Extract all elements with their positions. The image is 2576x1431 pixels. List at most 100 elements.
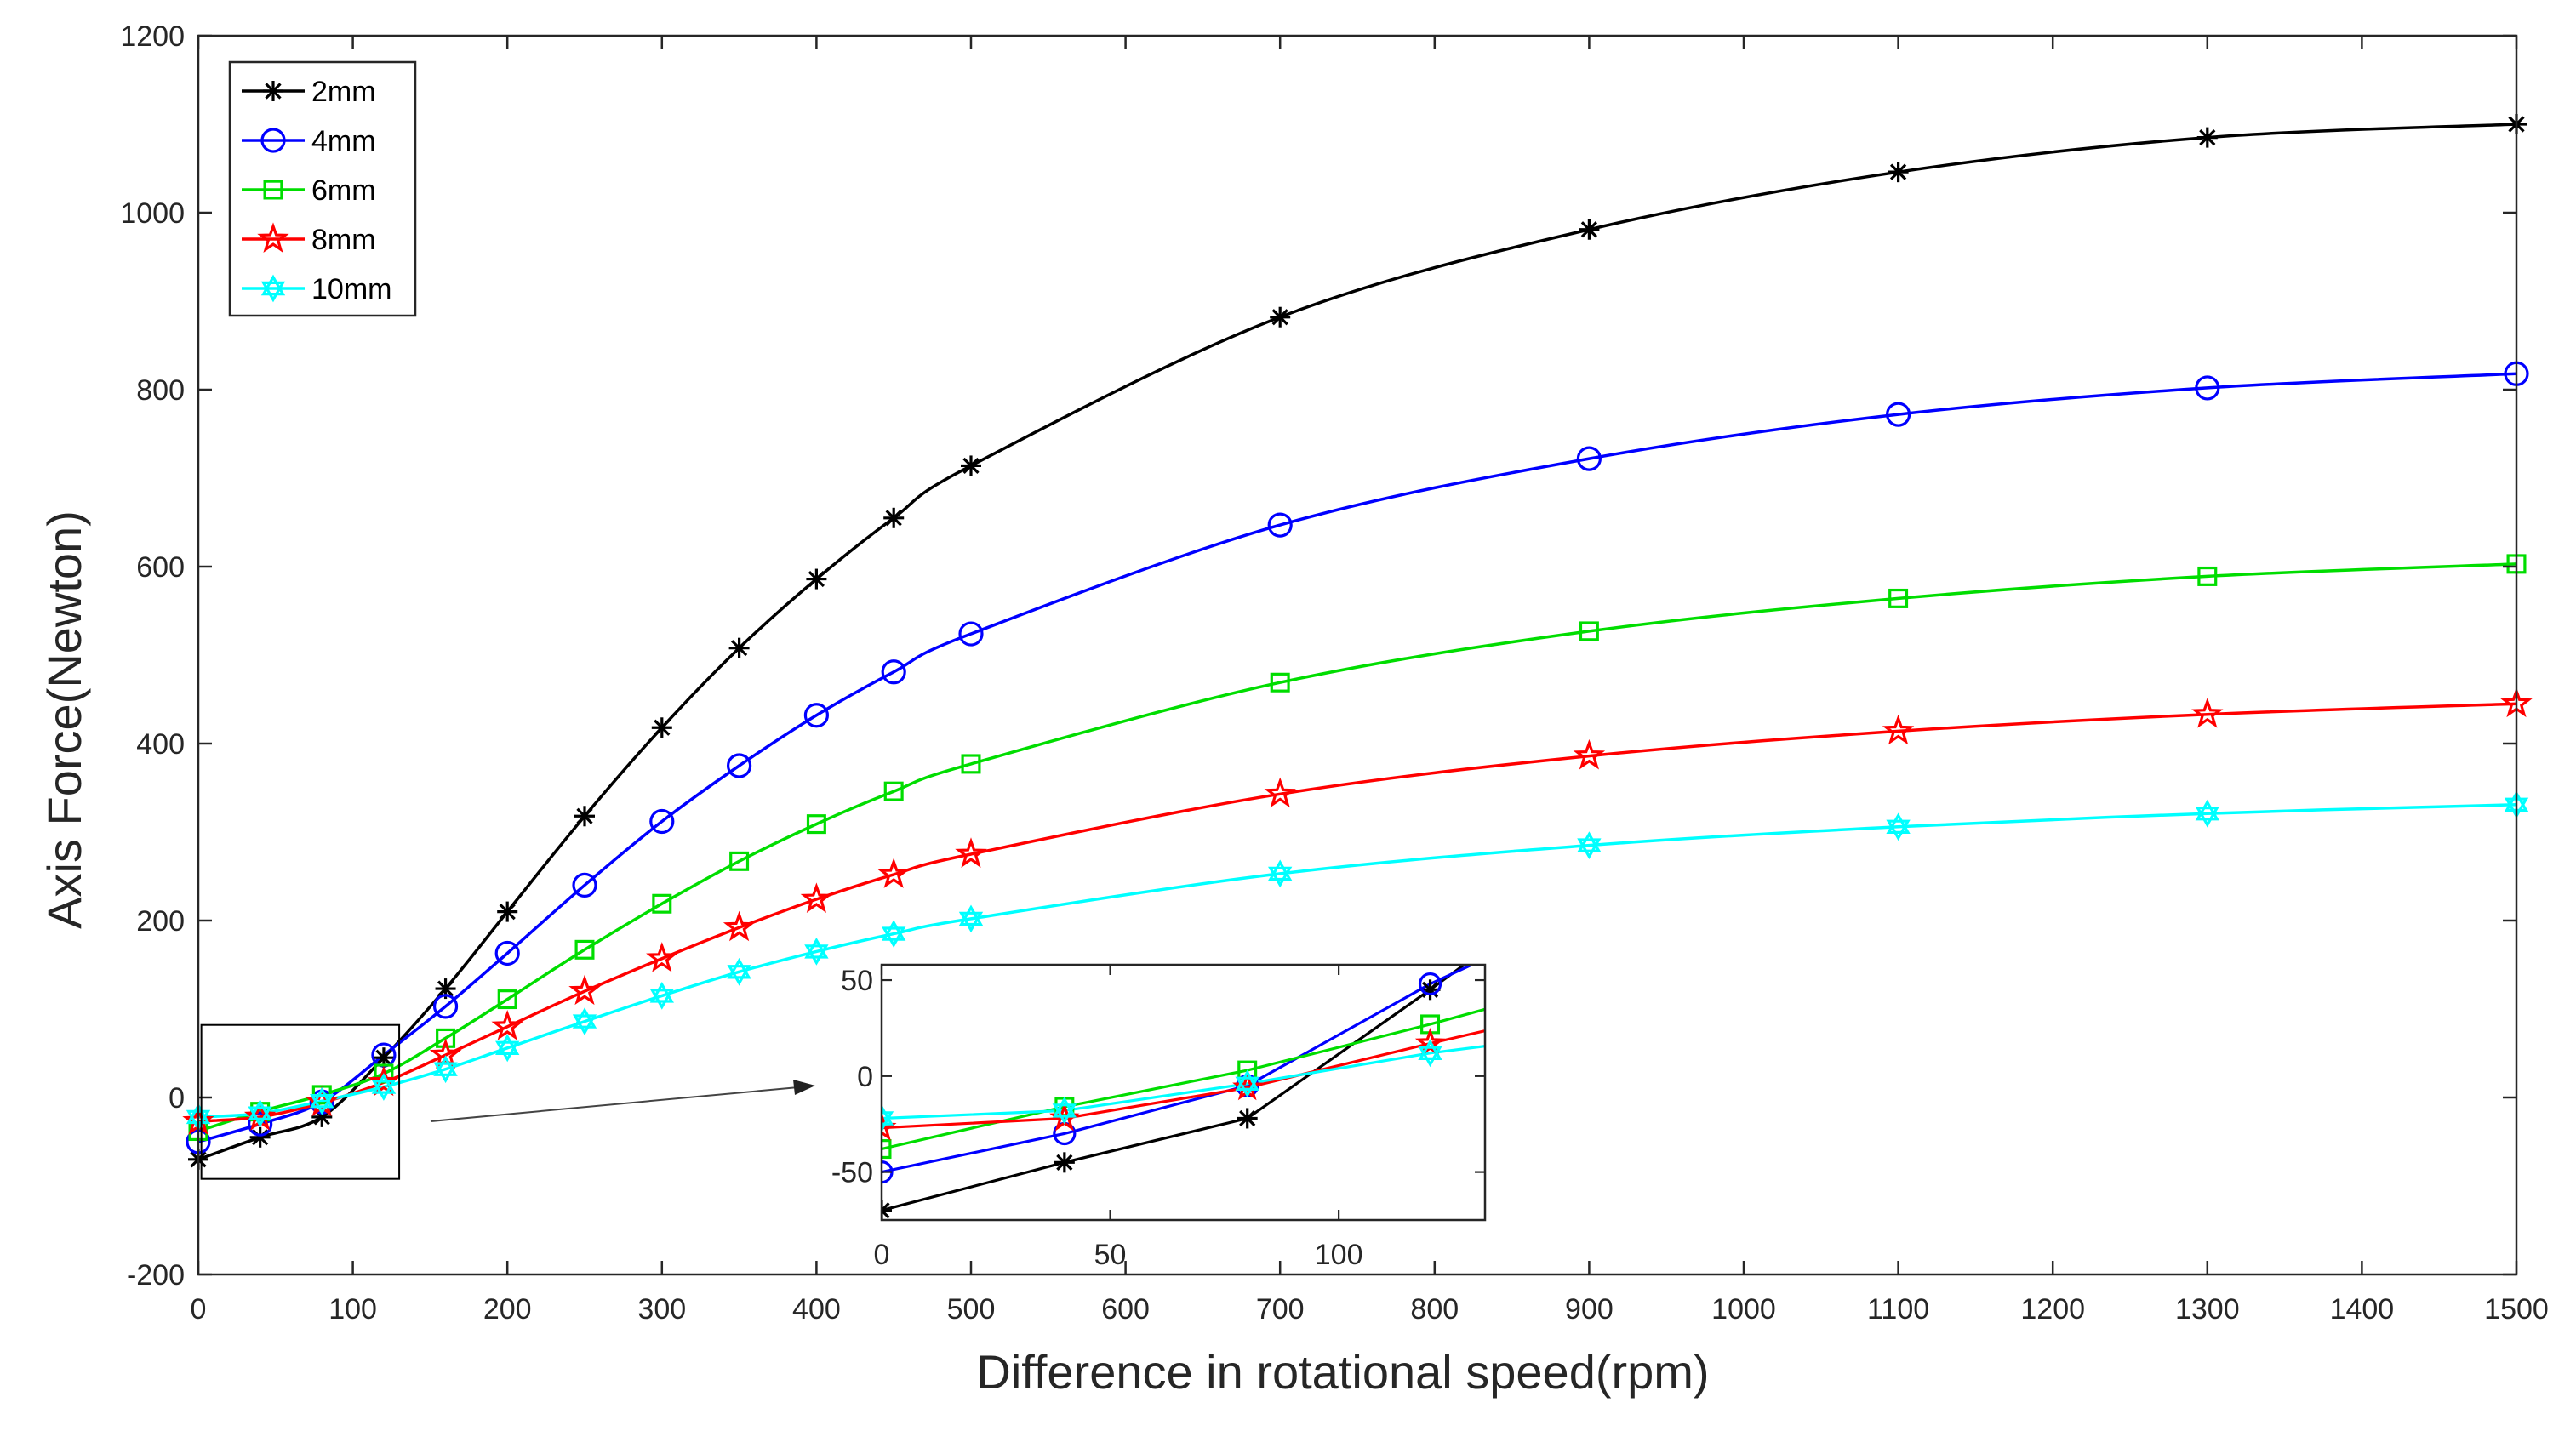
data-point-6mm-300 [652, 893, 672, 914]
data-point-10mm-1300 [2195, 799, 2219, 828]
data-point-4mm-700 [1267, 512, 1293, 538]
data-point-4mm-40 [248, 1111, 273, 1137]
data-point-8mm-400 [800, 882, 833, 913]
data-point-8mm-300 [646, 942, 678, 972]
inset-y-tick-label: 0 [857, 1061, 873, 1093]
inset-point-10mm-120 [1418, 1039, 1442, 1068]
data-point-2mm-250 [574, 806, 595, 827]
inset-point-10mm-40 [1052, 1097, 1077, 1125]
x-tick-label: 1400 [2330, 1293, 2395, 1326]
data-point-10mm-400 [804, 937, 829, 966]
x-tick-label: 400 [792, 1293, 841, 1326]
data-point-4mm-1100 [1886, 402, 1911, 427]
x-tick-label: 1100 [1867, 1293, 1929, 1326]
data-point-4mm-350 [726, 753, 752, 778]
legend-marker-4mm [260, 128, 286, 153]
inset-point-2mm-0 [882, 1200, 892, 1220]
data-point-6mm-500 [961, 754, 981, 774]
data-point-10mm-700 [1268, 859, 1293, 888]
inset-frame [880, 963, 1487, 1222]
data-point-10mm-300 [649, 981, 674, 1010]
legend-item-2mm: 2mm [242, 76, 376, 108]
y-tick-label: 600 [136, 551, 185, 584]
legend-label: 8mm [311, 224, 376, 256]
zoom-arrow-head [793, 1080, 815, 1095]
x-tick-label: 1000 [1711, 1293, 1776, 1326]
inset-y-tick-label: -50 [831, 1157, 873, 1189]
x-tick-label: 1300 [2175, 1293, 2240, 1326]
inset-plot [882, 965, 1485, 1220]
data-point-4mm-400 [803, 703, 830, 728]
data-point-10mm-350 [727, 957, 751, 986]
legend-item-10mm: 10mm [242, 273, 391, 305]
data-point-4mm-160 [432, 994, 459, 1019]
series-line-10mm [197, 803, 2517, 1119]
x-tick-label: 300 [637, 1293, 686, 1326]
legend-marker-8mm [257, 222, 289, 253]
x-tick-label: 800 [1410, 1293, 1459, 1326]
x-tick-label: 700 [1256, 1293, 1305, 1326]
inset-line-10mm [882, 1045, 1485, 1120]
data-point-2mm-500 [961, 455, 981, 476]
y-tick-label: -200 [127, 1259, 185, 1291]
x-tick-label: 100 [328, 1293, 377, 1326]
y-axis-label: Axis Force(Newton) [37, 510, 91, 929]
data-point-10mm-40 [248, 1099, 272, 1128]
data-point-6mm-400 [806, 814, 826, 835]
zoom-region-box [200, 1023, 401, 1180]
y-tick-label: 800 [136, 374, 185, 407]
data-point-10mm-160 [433, 1055, 458, 1084]
data-point-4mm-1300 [2195, 375, 2220, 401]
inset-point-2mm-40 [1054, 1152, 1075, 1173]
data-point-8mm-1100 [1882, 714, 1915, 745]
data-point-10mm-1100 [1886, 812, 1911, 841]
y-tick-label: 0 [168, 1082, 185, 1115]
x-tick-label: 1200 [2020, 1293, 2085, 1326]
data-point-10mm-900 [1577, 831, 1602, 860]
data-point-4mm-250 [572, 872, 597, 898]
data-point-2mm-40 [249, 1126, 271, 1148]
legend-item-8mm: 8mm [242, 222, 376, 256]
data-point-2mm-400 [806, 568, 827, 590]
x-tick-label: 1500 [2484, 1293, 2549, 1326]
inset-y-tick-label: 50 [841, 965, 873, 997]
x-tick-label: 600 [1101, 1293, 1150, 1326]
zoom-arrow [430, 1086, 799, 1122]
legend-item-4mm: 4mm [242, 125, 376, 157]
data-point-2mm-450 [883, 507, 905, 528]
inset-point-6mm-0 [882, 1139, 892, 1160]
inset-x-tick-label: 100 [1315, 1239, 1363, 1271]
legend-label: 4mm [311, 125, 376, 157]
inset-line-8mm [882, 1029, 1485, 1130]
inset-point-2mm-80 [1237, 1108, 1258, 1129]
legend-label: 6mm [311, 174, 376, 207]
inset-x-tick-label: 50 [1094, 1239, 1127, 1271]
series-line-4mm [197, 372, 2517, 1143]
data-point-10mm-500 [958, 904, 984, 933]
x-tick-label: 0 [191, 1293, 207, 1326]
data-point-10mm-120 [371, 1073, 397, 1101]
data-point-8mm-500 [955, 837, 987, 868]
inset-point-4mm-120 [1418, 972, 1442, 996]
data-point-6mm-350 [729, 851, 750, 871]
legend-marker-2mm [263, 81, 283, 101]
data-point-8mm-200 [491, 1010, 523, 1040]
x-tick-label: 900 [1565, 1293, 1614, 1326]
plot-frame [197, 34, 2518, 1276]
y-tick-label: 200 [136, 905, 185, 938]
data-point-4mm-900 [1576, 446, 1602, 471]
data-point-4mm-500 [958, 621, 984, 647]
data-point-6mm-900 [1579, 621, 1599, 641]
data-point-4mm-450 [881, 659, 906, 685]
data-point-6mm-1100 [1888, 588, 1909, 608]
data-point-6mm-700 [1270, 672, 1290, 693]
x-axis-label: Difference in rotational speed(rpm) [976, 1345, 1709, 1399]
x-tick-label: 200 [483, 1293, 532, 1326]
series-line-6mm [197, 562, 2517, 1133]
inset-point-10mm-80 [1235, 1069, 1259, 1098]
data-point-2mm-200 [497, 901, 518, 922]
data-point-10mm-250 [572, 1007, 597, 1036]
legend-item-6mm: 6mm [242, 174, 376, 207]
data-point-10mm-200 [495, 1034, 520, 1063]
